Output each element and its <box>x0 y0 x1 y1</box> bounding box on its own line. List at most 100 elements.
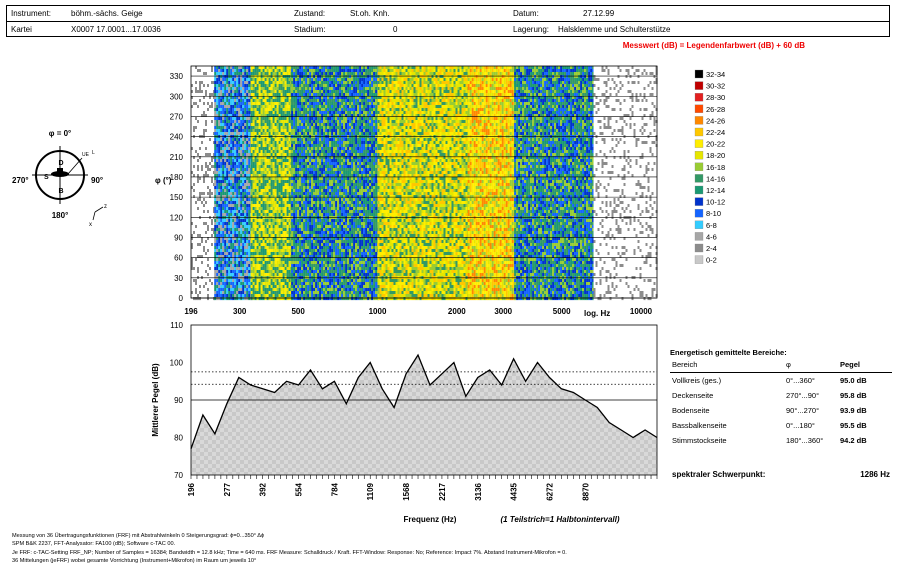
heatmap-cell <box>213 87 216 91</box>
heatmap-cell <box>254 153 257 157</box>
heatmap-cell <box>211 168 214 172</box>
heatmap-cell <box>252 258 255 262</box>
heatmap-cell <box>254 285 257 289</box>
heatmap-cell <box>199 108 202 112</box>
heatmap-cell <box>199 198 202 202</box>
heatmap-cell <box>209 285 212 289</box>
heatmap-cell <box>191 294 194 298</box>
heatmap-cell <box>260 129 263 133</box>
heatmap-cell <box>205 267 208 271</box>
heatmap-cell <box>230 255 233 259</box>
heatmap-cell <box>252 75 255 79</box>
heatmap-cell <box>246 243 249 247</box>
heatmap-cell <box>197 231 200 235</box>
heatmap-cell <box>195 141 198 145</box>
heatmap-cell <box>230 99 233 103</box>
heatmap-cell <box>216 168 219 172</box>
heatmap-cell <box>209 198 212 202</box>
heatmap-cell <box>256 108 259 112</box>
heatmap-cell <box>222 243 225 247</box>
heatmap-cell <box>254 189 257 193</box>
heatmap-cell <box>224 159 227 163</box>
heatmap-cell <box>246 171 249 175</box>
heatmap-cell <box>228 69 231 73</box>
heatmap-cell <box>238 288 241 292</box>
heatmap-cell <box>250 264 253 268</box>
heatmap-cell <box>214 228 217 232</box>
heatmap-cell <box>216 198 219 202</box>
heatmap-cell <box>222 270 225 274</box>
heatmap-cell <box>211 249 214 253</box>
heatmap-cell <box>234 234 237 238</box>
heatmap-cell <box>207 261 210 265</box>
heatmap-cell <box>248 198 251 202</box>
heatmap-cell <box>214 153 217 157</box>
heatmap-cell <box>199 231 202 235</box>
heatmap-cell <box>216 189 219 193</box>
heatmap-cell <box>246 84 249 88</box>
heatmap-cell <box>197 156 200 160</box>
heatmap-cell <box>197 90 200 94</box>
heatmap-cell <box>205 213 208 217</box>
heatmap-cell <box>246 228 249 232</box>
heatmap-cell <box>222 288 225 292</box>
heatmap-cell <box>226 141 229 145</box>
heatmap-cell <box>205 255 208 259</box>
heatmap-cell <box>222 174 225 178</box>
heatmap-cell <box>236 249 239 253</box>
heatmap-cell <box>216 210 219 214</box>
heatmap-cell <box>201 228 204 232</box>
heatmap-cell <box>207 162 210 166</box>
heatmap-cell <box>246 132 249 136</box>
heatmap-cell <box>248 162 251 166</box>
heatmap-cell <box>207 90 210 94</box>
heatmap-cell <box>203 258 206 262</box>
heatmap-cell <box>238 114 241 118</box>
heatmap-cell <box>244 186 247 190</box>
heatmap-cell <box>248 147 251 151</box>
heatmap-cell <box>224 282 227 286</box>
heatmap-cell <box>195 252 198 256</box>
heatmap-cell <box>246 150 249 154</box>
heatmap-cell <box>248 219 251 223</box>
heatmap-cell <box>244 228 247 232</box>
heatmap-cell <box>203 240 206 244</box>
heatmap-cell <box>216 69 219 73</box>
heatmap-cell <box>240 99 243 103</box>
heatmap-cell <box>242 252 245 256</box>
heatmap-cell <box>191 72 194 76</box>
heatmap-cell <box>234 129 237 133</box>
heatmap-cell <box>242 141 245 145</box>
heatmap-cell <box>230 297 233 301</box>
heatmap-cell <box>240 267 243 271</box>
heatmap-cell <box>218 90 221 94</box>
heatmap-cell <box>211 123 214 127</box>
heatmap-cell <box>213 273 216 277</box>
heatmap-cell <box>201 117 204 121</box>
heatmap-cell <box>224 81 227 85</box>
heatmap-cell <box>195 249 198 253</box>
heatmap-cell <box>248 243 251 247</box>
heatmap-cell <box>197 258 200 262</box>
heatmap-cell <box>242 273 245 277</box>
heatmap-cell <box>244 147 247 151</box>
heatmap-cell <box>248 90 251 94</box>
heatmap-cell <box>203 246 206 250</box>
heatmap-cell <box>258 204 261 208</box>
heatmap-cell <box>236 240 239 244</box>
heatmap-cell <box>197 252 200 256</box>
heatmap-cell <box>230 204 233 208</box>
heatmap-cell <box>218 150 221 154</box>
heatmap-cell <box>244 66 247 70</box>
heatmap-cell <box>218 99 221 103</box>
heatmap-cell <box>224 87 227 91</box>
heatmap-cell <box>250 207 253 211</box>
heatmap-cell <box>254 249 257 253</box>
heatmap-cell <box>226 126 229 130</box>
heatmap-cell <box>258 264 261 268</box>
heatmap-cell <box>240 90 243 94</box>
heatmap-cell <box>244 159 247 163</box>
heatmap-cell <box>230 267 233 271</box>
heatmap-cell <box>226 222 229 226</box>
heatmap-cell <box>250 240 253 244</box>
